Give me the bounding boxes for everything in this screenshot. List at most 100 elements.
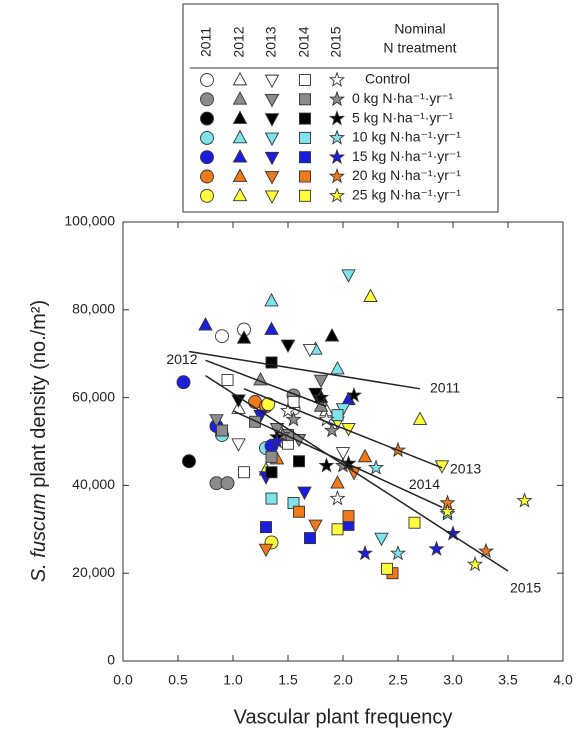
data-point: [221, 374, 234, 387]
legend-marker: [232, 91, 248, 105]
legend-marker: [264, 93, 280, 108]
legend-marker: [264, 132, 280, 146]
data-point: [516, 492, 533, 508]
x-axis-label: Vascular plant frequency: [234, 706, 453, 728]
data-point: [318, 457, 335, 473]
legend-marker: [299, 151, 311, 164]
data-point: [466, 555, 484, 572]
legend-marker: [200, 130, 214, 145]
legend-marker: [328, 129, 346, 145]
x-tick-label: 4.0: [553, 672, 573, 688]
trend-line: [188, 350, 421, 390]
data-point: [477, 542, 495, 559]
data-point: [297, 486, 312, 501]
legend-marker: [200, 150, 214, 165]
data-point: [335, 447, 351, 461]
data-point: [287, 396, 300, 408]
legend-label: 0 kg N·ha⁻¹·yr⁻¹: [352, 90, 453, 106]
data-point: [313, 374, 329, 389]
legend-marker: [299, 74, 311, 86]
data-point: [268, 433, 286, 449]
legend-marker: [264, 74, 280, 89]
legend-year: 2014: [296, 26, 312, 57]
legend-year: 2013: [263, 26, 279, 57]
legend-title: N treatment: [383, 40, 456, 56]
data-point: [260, 521, 272, 534]
data-point: [198, 317, 213, 331]
legend-year: 2011: [198, 27, 214, 57]
data-point: [231, 394, 246, 408]
legend-marker: [328, 110, 346, 126]
data-point: [324, 328, 340, 342]
x-tick-label: 0.5: [168, 672, 188, 688]
trend-line: [205, 359, 327, 408]
legend-marker: [264, 113, 280, 127]
data-point: [312, 389, 330, 405]
y-axis-label-rest: plant density (no./m²): [28, 300, 50, 493]
legend-marker: [200, 92, 214, 107]
legend-label: 20 kg N·ha⁻¹·yr⁻¹: [352, 167, 461, 183]
x-tick-label: 2.0: [333, 672, 353, 688]
x-tick-label: 3.5: [498, 672, 518, 688]
legend-marker: [200, 188, 214, 203]
data-point: [389, 544, 407, 561]
data-point: [381, 562, 393, 575]
data-point: [285, 411, 302, 427]
legend-title: Nominal: [394, 21, 445, 37]
legend-marker: [299, 189, 311, 202]
legend-marker: [232, 149, 248, 163]
legend-label: 15 kg N·ha⁻¹·yr⁻¹: [352, 148, 461, 164]
legend-marker: [299, 131, 311, 144]
legend-marker: [200, 111, 214, 126]
y-axis-label-species: S. fuscum: [28, 493, 50, 582]
legend-label: 5 kg N·ha⁻¹·yr⁻¹: [352, 109, 453, 125]
x-tick-label: 3.0: [443, 672, 463, 688]
data-point: [265, 356, 278, 369]
data-point: [176, 375, 191, 390]
trend-label: 2012: [166, 351, 197, 367]
legend-marker: [232, 71, 248, 86]
trend-label: 2011: [430, 380, 460, 396]
data-point: [331, 409, 344, 422]
y-tick-label: 40,000: [72, 476, 115, 492]
trend-line: [243, 388, 443, 469]
data-point: [428, 540, 445, 556]
legend-year: 2015: [328, 26, 344, 57]
data-point: [412, 411, 428, 425]
data-point: [341, 269, 356, 283]
data-point: [356, 544, 374, 561]
data-point: [265, 466, 278, 479]
y-tick-label: 0: [107, 652, 115, 668]
data-point: [182, 454, 196, 469]
data-point: [293, 455, 305, 468]
x-tick-label: 1.5: [278, 672, 298, 688]
data-point: [264, 292, 279, 307]
x-tick-label: 0.0: [113, 672, 133, 688]
x-tick-label: 1.0: [223, 672, 243, 688]
legend-marker: [232, 168, 248, 182]
legend-marker: [264, 171, 280, 185]
y-tick-label: 20,000: [72, 564, 115, 580]
data-point: [293, 505, 305, 518]
data-point: [357, 448, 373, 463]
data-point: [330, 475, 345, 489]
y-axis-label: S. fuscum plant density (no./m²): [28, 300, 50, 582]
data-point: [265, 492, 278, 505]
plot-frame: [122, 221, 564, 662]
legend-marker: [264, 190, 280, 204]
trend-line: [232, 410, 443, 509]
x-tick-label: 2.5: [388, 672, 408, 688]
data-point: [330, 360, 345, 375]
data-point: [220, 476, 235, 491]
legend-label: Control: [365, 71, 410, 87]
legend-marker: [328, 187, 346, 203]
data-point: [280, 339, 296, 354]
legend-label: 10 kg N·ha⁻¹·yr⁻¹: [352, 129, 461, 145]
legend-marker: [299, 112, 311, 125]
data-point: [236, 330, 252, 344]
y-tick-label: 100,000: [64, 213, 115, 229]
data-point: [329, 490, 346, 506]
legend-marker: [264, 151, 280, 166]
data-point: [265, 450, 278, 463]
